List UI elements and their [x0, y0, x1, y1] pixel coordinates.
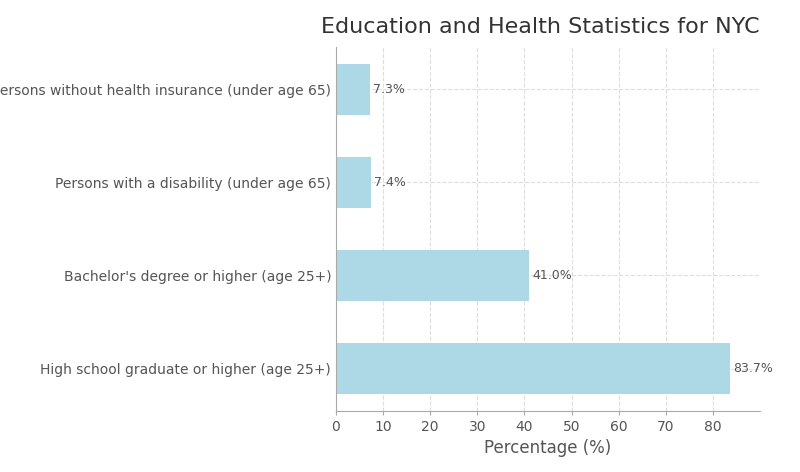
- Bar: [336, 343, 730, 394]
- Text: 41.0%: 41.0%: [532, 269, 572, 282]
- X-axis label: Percentage (%): Percentage (%): [484, 439, 612, 457]
- Text: 7.4%: 7.4%: [374, 176, 406, 189]
- Bar: [336, 250, 529, 301]
- Bar: [336, 64, 370, 115]
- Bar: [336, 157, 371, 208]
- Text: Education and Health Statistics for NYC: Education and Health Statistics for NYC: [322, 17, 760, 37]
- Text: 7.3%: 7.3%: [374, 83, 405, 96]
- Text: 83.7%: 83.7%: [733, 362, 773, 375]
